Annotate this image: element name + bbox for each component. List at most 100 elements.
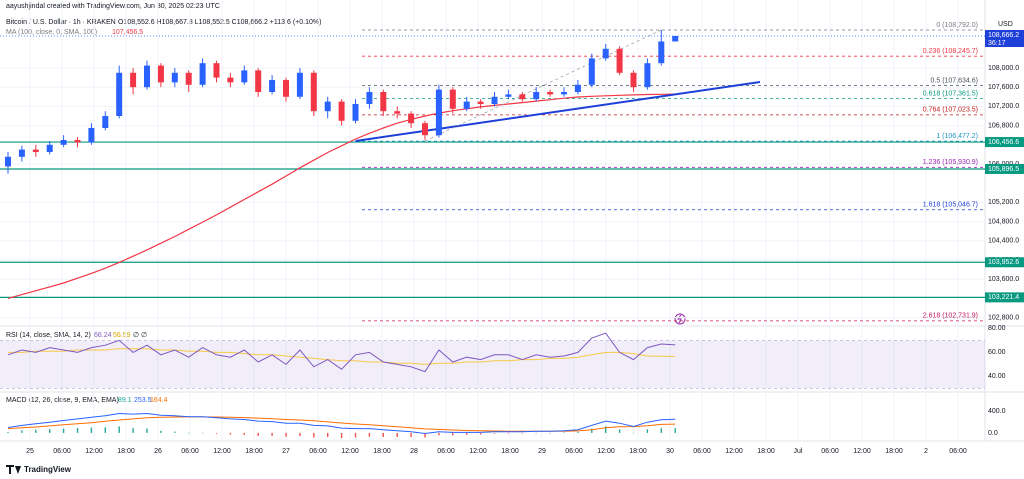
macd-hist — [90, 427, 93, 433]
x-tick-label: 12:00 — [213, 448, 231, 455]
price-tag — [985, 257, 1024, 268]
x-tick-label: 27 — [282, 448, 290, 455]
fib-label: 1.236 (105,930.9) — [923, 159, 978, 166]
rsi-extra: ∅ ∅ — [133, 332, 147, 339]
macd-hist — [452, 432, 454, 436]
macd-hist — [327, 432, 329, 437]
macd-hist — [674, 428, 676, 433]
y-tick-label: 40.00 — [988, 373, 1006, 380]
candle-body — [241, 70, 248, 83]
candle-body — [18, 149, 25, 157]
y-tick-label: 0.0 — [988, 430, 998, 437]
x-tick-label: 12:00 — [469, 448, 487, 455]
macd-hist — [466, 432, 468, 435]
macd-hist — [563, 432, 565, 433]
y-tick-label: 107,200.0 — [988, 103, 1019, 110]
x-tick-label: 18:00 — [757, 448, 775, 455]
macd-hist — [632, 432, 635, 434]
candle-body — [588, 58, 595, 85]
rsi-value: 66.24 — [94, 332, 112, 339]
macd-hist — [285, 432, 287, 437]
y-tick-label: 80.00 — [988, 325, 1006, 332]
macd-hist — [521, 432, 523, 434]
macd-hist — [201, 432, 204, 434]
x-tick-label: 28 — [410, 448, 418, 455]
candle-body — [310, 72, 317, 112]
x-tick-label: 18:00 — [629, 448, 647, 455]
x-tick-label: 06:00 — [565, 448, 583, 455]
macd-hist — [118, 426, 120, 433]
candle-body — [60, 139, 67, 145]
support-label: 103,952.6 — [988, 259, 1019, 266]
x-tick-label: 06:00 — [821, 448, 839, 455]
candle-body — [324, 101, 331, 112]
y-tick-label: 60.00 — [988, 349, 1006, 356]
candle-body — [269, 79, 276, 92]
candle-body — [88, 127, 95, 143]
y-tick-label: 107,600.0 — [988, 84, 1019, 91]
candle-body — [116, 72, 123, 116]
y-tick-label: 400.0 — [988, 408, 1006, 415]
y-tick-label: 102,800.0 — [988, 314, 1019, 321]
rsi-ma-value: 56.59 — [113, 332, 131, 339]
candle-body — [338, 101, 345, 121]
support-label: 105,896.5 — [988, 166, 1019, 173]
macd-hist — [396, 432, 398, 437]
macd-hist — [49, 429, 51, 433]
macd-hist — [605, 426, 607, 433]
candle-body — [547, 91, 554, 95]
y-tick-label: 106,800.0 — [988, 122, 1019, 129]
candle-body — [644, 63, 651, 88]
symbol-title: Bitcoin / U.S. Dollar · 1h · KRAKEN — [6, 19, 116, 26]
candle-body — [157, 65, 164, 83]
candle-body — [505, 94, 512, 97]
x-tick-label: 06:00 — [437, 448, 455, 455]
fib-label: 0 (108,792.0) — [936, 22, 978, 29]
support-label: 106,456.6 — [988, 139, 1019, 146]
x-tick-label: 06:00 — [949, 448, 967, 455]
macd-hist — [104, 427, 106, 433]
candle-body — [491, 96, 498, 104]
macd-hist — [21, 430, 23, 433]
macd-hist — [340, 432, 343, 439]
macd-hist — [271, 432, 273, 436]
macd-hist — [660, 428, 662, 433]
last-price: 108,666.2 — [988, 32, 1019, 39]
candle-body — [130, 72, 137, 88]
rsi-line — [7, 332, 676, 373]
rsi-label: RSI (14, close, SMA, 14, 2) — [6, 332, 91, 339]
candle-body — [408, 113, 415, 124]
ohlc: O108,552.6 H108,667.8 L108,552.5 C108,66… — [118, 19, 321, 26]
candle-body — [519, 94, 526, 100]
macd-hist — [507, 432, 510, 434]
fib-label: 0.236 (108,245.7) — [923, 48, 978, 55]
candle-body — [185, 72, 192, 85]
brand-logo — [6, 465, 21, 474]
candle-body — [533, 91, 540, 100]
price-tag — [985, 30, 1024, 48]
candle-body — [227, 77, 234, 83]
candle-body — [672, 36, 679, 42]
macd-hist — [313, 432, 315, 438]
candle-body — [616, 48, 623, 73]
x-tick-label: 12:00 — [341, 448, 359, 455]
candle-body — [574, 84, 581, 92]
fib-label: 0.764 (107,023.5) — [923, 107, 978, 114]
event-icon — [674, 313, 686, 325]
ma-label: MA (100, close, 0, SMA, 100) — [6, 29, 97, 36]
price-tag — [985, 163, 1024, 174]
candle-body — [394, 111, 401, 114]
macd-hist — [299, 432, 301, 437]
candle-body — [102, 115, 109, 128]
macd-hist — [410, 432, 412, 437]
x-tick-label: 06:00 — [181, 448, 199, 455]
price-tag — [985, 137, 1024, 148]
candle-body — [296, 72, 303, 97]
macd-hist — [257, 432, 259, 436]
x-tick-label: 18:00 — [373, 448, 391, 455]
candle-body — [283, 79, 289, 97]
x-tick-label: 30 — [666, 448, 674, 455]
